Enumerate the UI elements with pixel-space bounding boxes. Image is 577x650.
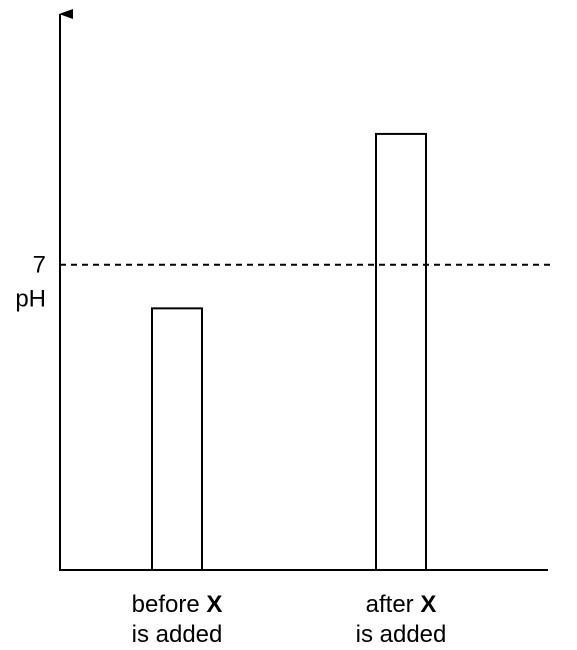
category-label-line1: after X <box>301 590 501 620</box>
category-label-line1: before X <box>77 590 277 620</box>
substance-x-label: X <box>420 591 437 618</box>
bar-before-x-added <box>151 307 203 571</box>
bar-after-x-added <box>375 132 427 571</box>
category-label-before: before X is added <box>77 590 277 650</box>
category-label-after: after X is added <box>301 590 501 650</box>
category-label-line2: is added <box>131 621 223 648</box>
category-prefix: before <box>131 591 207 618</box>
category-label-line2: is added <box>355 621 447 648</box>
substance-x-label: X <box>206 591 223 618</box>
y-tick-label-7: 7 <box>33 252 46 279</box>
y-axis-label: pH <box>15 286 46 313</box>
category-prefix: after <box>365 591 421 618</box>
